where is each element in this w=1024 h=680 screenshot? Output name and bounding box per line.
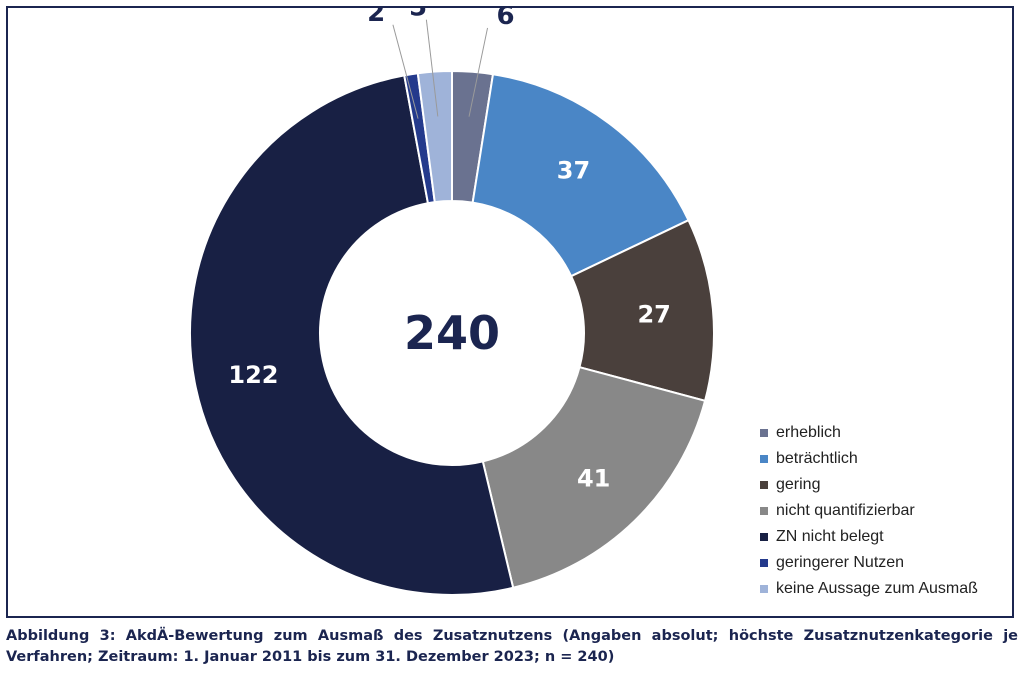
slice-zn-nicht-belegt: [189, 74, 515, 596]
legend-label: geringerer Nutzen: [776, 554, 905, 571]
leader-line-erheblich: [468, 27, 489, 117]
leader-line-keine-aussage-zum-ausmaß: [425, 19, 439, 117]
slice-beträchtlich: [471, 73, 690, 278]
legend-item-erheblich: erheblich: [760, 420, 978, 446]
data-label-geringerer-nutzen: 2: [367, 8, 385, 28]
legend-swatch: [760, 429, 768, 437]
leader-line-geringerer-nutzen: [392, 24, 419, 119]
legend-swatch: [760, 507, 768, 515]
data-label-zn-nicht-belegt: 122: [228, 361, 278, 389]
legend-swatch: [760, 455, 768, 463]
legend-item-nicht-quantifizierbar: nicht quantifizierbar: [760, 498, 978, 524]
legend: erheblich beträchtlich gering nicht quantif…: [760, 420, 978, 602]
legend-label: erheblich: [776, 424, 841, 441]
legend-label: nicht quantifizierbar: [776, 502, 915, 519]
slice-nicht-quantifizierbar: [481, 365, 707, 589]
legend-item-gering: gering: [760, 472, 978, 498]
legend-item-geringerer-nutzen: geringerer Nutzen: [760, 550, 978, 576]
slice-keine-aussage-zum-ausmaß: [416, 69, 453, 204]
legend-item-zn-nicht-belegt: ZN nicht belegt: [760, 524, 978, 550]
chart-frame: 6 37 27 41 122 2 5 240: [6, 6, 1014, 618]
legend-item-keine-aussage-zum-ausmaß: keine Aussage zum Ausmaß: [760, 576, 978, 602]
legend-label: ZN nicht belegt: [776, 528, 884, 545]
slice-labels: 6 37 27 41 122 2 5: [228, 8, 670, 492]
data-label-beträchtlich: 37: [557, 156, 590, 184]
data-label-erheblich: 6: [496, 8, 514, 31]
data-label-keine-aussage-zum-ausmaß: 5: [409, 8, 427, 23]
legend-swatch: [760, 585, 768, 593]
donut-slices: [189, 69, 715, 596]
legend-label: keine Aussage zum Ausmaß: [776, 580, 978, 597]
leader-lines: [392, 19, 489, 119]
legend-swatch: [760, 481, 768, 489]
legend-item-beträchtlich: beträchtlich: [760, 446, 978, 472]
data-label-nicht-quantifizierbar: 41: [577, 464, 610, 492]
center-total-label: 240: [404, 306, 500, 360]
data-label-gering: 27: [637, 300, 670, 328]
figure-caption: Abbildung 3: AkdÄ-Bewertung zum Ausmaß d…: [6, 628, 1018, 665]
legend-label: gering: [776, 476, 821, 493]
legend-label: beträchtlich: [776, 450, 858, 467]
legend-swatch: [760, 533, 768, 541]
legend-swatch: [760, 559, 768, 567]
donut-chart: 6 37 27 41 122 2 5 240: [189, 8, 715, 596]
